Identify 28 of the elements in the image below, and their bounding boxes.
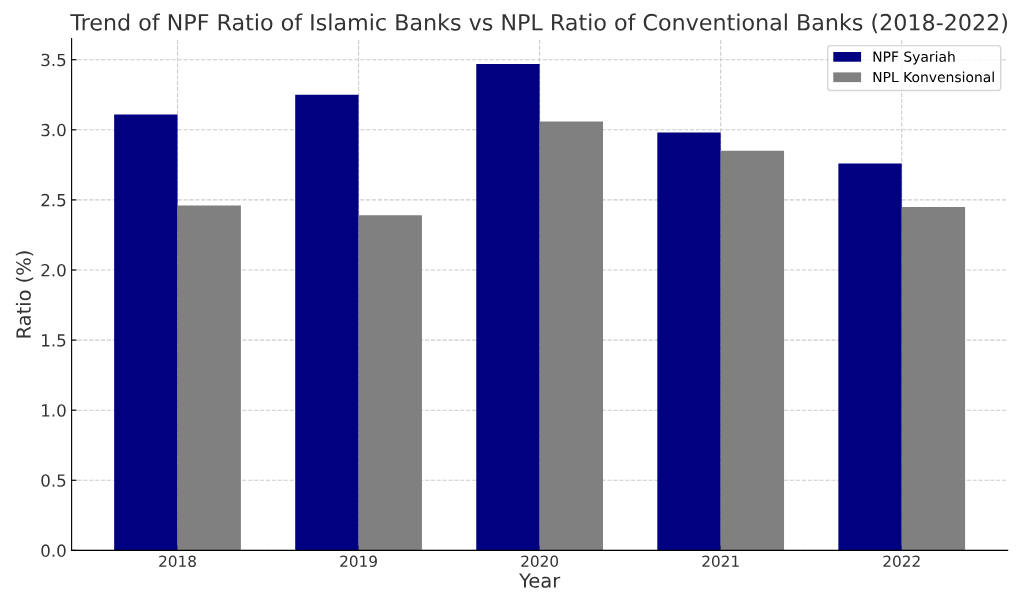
x-tick-label: 2021 [702,555,739,568]
x-axis-title: Year [519,573,561,588]
legend-label: NPF Syariah [873,51,955,65]
y-tick-label: 3.0 [41,123,66,137]
y-tick-label: 1.0 [42,404,66,417]
bar [358,215,422,551]
bar [114,114,178,551]
y-axis-title: Ratio (%) [15,251,34,338]
legend-label: NPL Konvensional [873,71,994,83]
bar [720,150,785,551]
bar [901,206,966,551]
x-tick-label: 2018 [159,555,196,568]
y-tick-label: 2.0 [41,263,66,277]
y-tick-label: 2.5 [41,193,66,207]
chart-title: Trend of NPF Ratio of Islamic Banks vs NPL Ratio of Conventional Banks (2018-2022) [70,13,1008,34]
y-tick-label: 3.5 [41,53,66,67]
x-tick-label: 2019 [340,555,377,568]
y-tick-label: 0.0 [41,544,66,557]
bar [657,132,721,551]
y-tick-label: 1.5 [42,334,66,347]
x-tick-label: 2022 [883,555,920,568]
bar [539,121,603,551]
bar [177,205,241,551]
y-tick-label: 0.5 [41,474,66,487]
bar [476,63,540,551]
x-tick-label: 2020 [521,555,559,568]
bar [838,163,902,551]
bar [295,94,359,551]
